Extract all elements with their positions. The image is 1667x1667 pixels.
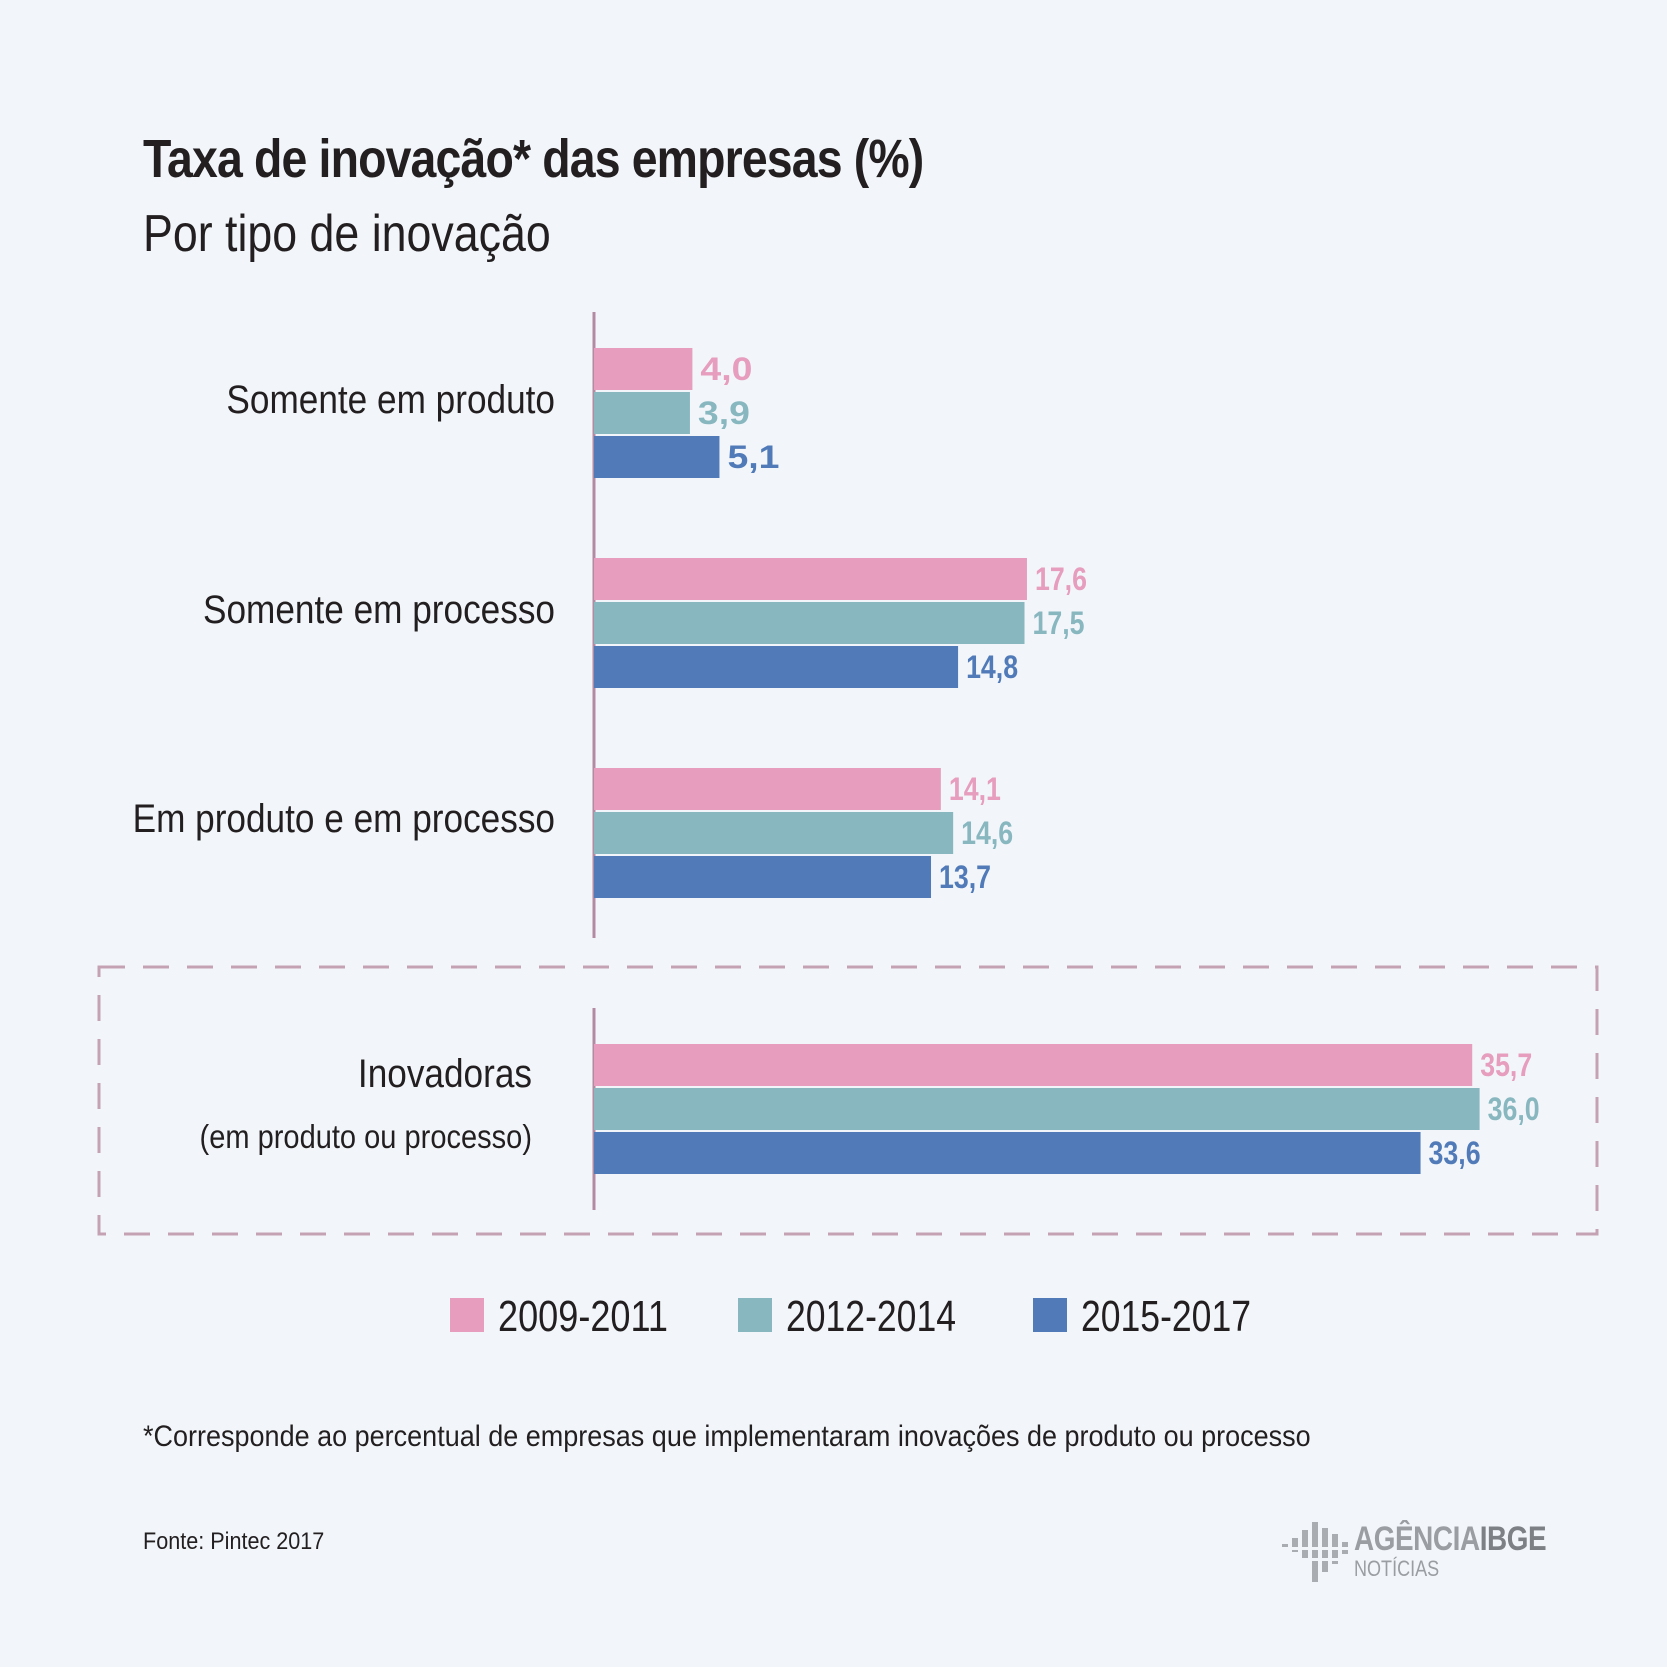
highlight-dashed-box (97, 965, 1599, 1236)
bar-2015-2017-3 (594, 1132, 1421, 1174)
legend-label-2012-2014: 2012-2014 (786, 1292, 956, 1341)
logo-text-noticias: NOTÍCIAS (1354, 1556, 1440, 1581)
data-label-2015-2017-2: 13,7 (939, 859, 991, 895)
data-label-2012-2014-2: 14,6 (961, 815, 1013, 851)
agencia-ibge-logo: AGÊNCIAIBGE NOTÍCIAS (1280, 1514, 1560, 1584)
legend-swatch-2015-2017 (1033, 1298, 1067, 1332)
bar-2009-2011-1 (594, 558, 1027, 600)
legend-swatch-2009-2011 (450, 1298, 484, 1332)
bar-2009-2011-3 (594, 1044, 1473, 1086)
footnote: *Corresponde ao percentual de empresas q… (143, 1420, 1311, 1453)
chart-title: Taxa de inovação* das empresas (%) (143, 129, 924, 189)
data-label-2012-2014-3: 36,0 (1488, 1091, 1540, 1127)
bar-2009-2011-0 (594, 348, 693, 390)
data-label-2009-2011-2: 14,1 (949, 771, 1001, 807)
bar-2012-2014-0 (594, 392, 690, 434)
legend-label-2009-2011: 2009-2011 (498, 1292, 668, 1341)
bar-2015-2017-2 (594, 856, 932, 898)
data-label-2012-2014-1: 17,5 (1033, 605, 1085, 641)
bar-2012-2014-2 (594, 812, 954, 854)
logo-text-ibge: IBGE (1479, 1520, 1547, 1558)
category-label-1: Somente em processo (203, 587, 555, 632)
chart-subtitle: Por tipo de inovação (143, 205, 551, 263)
ibge-logo-icon (1280, 1522, 1352, 1582)
data-label-2009-2011-3: 35,7 (1480, 1047, 1532, 1083)
bar-2009-2011-2 (594, 768, 941, 810)
category-label-3: Inovadoras (358, 1051, 532, 1096)
bar-2015-2017-0 (594, 436, 720, 478)
data-label-2009-2011-0: 4,0 (700, 351, 752, 387)
legend-label-2015-2017: 2015-2017 (1081, 1292, 1251, 1341)
data-label-2015-2017-1: 14,8 (966, 649, 1018, 685)
category-sublabel-3: (em produto ou processo) (200, 1118, 532, 1155)
data-label-2015-2017-0: 5,1 (727, 439, 779, 475)
data-label-2009-2011-1: 17,6 (1035, 561, 1087, 597)
logo-text-agencia: AGÊNCIA (1354, 1520, 1480, 1558)
legend-swatch-2012-2014 (738, 1298, 772, 1332)
source-text: Fonte: Pintec 2017 (143, 1528, 325, 1555)
bar-2015-2017-1 (594, 646, 959, 688)
data-label-2015-2017-3: 33,6 (1429, 1135, 1481, 1171)
bar-2012-2014-1 (594, 602, 1025, 644)
category-label-0: Somente em produto (226, 377, 555, 422)
bar-2012-2014-3 (594, 1088, 1480, 1130)
data-label-2012-2014-0: 3,9 (698, 395, 750, 431)
category-label-2: Em produto e em processo (133, 796, 555, 841)
